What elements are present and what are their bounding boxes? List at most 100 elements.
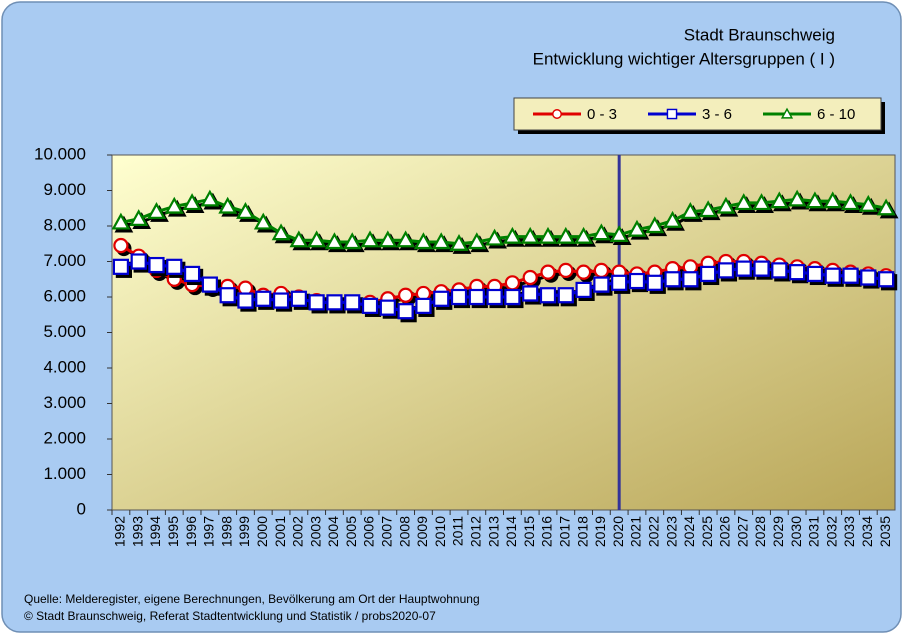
marker <box>113 237 129 254</box>
x-tick-label: 2008 <box>396 516 412 547</box>
marker <box>112 258 129 275</box>
marker <box>592 223 611 241</box>
x-tick-label: 2007 <box>379 516 395 547</box>
marker <box>876 198 896 216</box>
x-tick-label: 2005 <box>343 516 359 547</box>
marker <box>663 210 682 228</box>
marker <box>575 264 592 280</box>
marker <box>433 290 450 307</box>
x-tick-label: 2019 <box>592 516 608 547</box>
marker <box>664 271 681 288</box>
marker <box>558 262 574 278</box>
marker <box>771 262 788 279</box>
marker <box>378 230 398 248</box>
marker <box>769 191 789 209</box>
y-tick-label: 10.000 <box>34 144 86 163</box>
legend-label: 3 - 6 <box>702 106 732 123</box>
y-tick-label: 7.000 <box>43 251 86 270</box>
marker <box>593 262 609 278</box>
marker <box>201 276 218 293</box>
x-tick-label: 2014 <box>503 516 519 547</box>
marker <box>753 260 770 277</box>
x-tick-label: 1995 <box>165 516 181 547</box>
marker <box>735 260 752 277</box>
marker <box>271 223 291 241</box>
marker <box>806 265 824 283</box>
x-tick-label: 1998 <box>218 516 234 547</box>
marker <box>289 230 309 248</box>
marker <box>522 269 538 286</box>
x-tick-label: 1993 <box>129 516 145 547</box>
x-tick-label: 2021 <box>628 516 644 547</box>
marker <box>646 274 663 291</box>
marker <box>290 290 307 307</box>
x-tick-label: 2001 <box>272 516 288 547</box>
marker <box>130 253 147 270</box>
x-tick-label: 2003 <box>307 516 323 547</box>
y-tick-label: 6.000 <box>43 286 86 305</box>
marker <box>574 226 593 244</box>
marker <box>111 212 131 230</box>
x-tick-label: 2031 <box>806 516 822 547</box>
marker <box>255 290 272 307</box>
marker <box>219 287 236 304</box>
x-tick-label: 1996 <box>183 516 199 547</box>
marker <box>666 108 678 120</box>
marker <box>789 264 806 281</box>
series <box>112 253 895 320</box>
x-tick-label: 1994 <box>147 516 163 547</box>
x-tick-label: 2012 <box>468 516 484 547</box>
marker <box>183 265 201 283</box>
marker <box>680 202 700 219</box>
marker <box>147 202 166 219</box>
marker <box>485 228 504 246</box>
x-tick-label: 2023 <box>663 516 679 547</box>
marker <box>503 226 522 244</box>
x-tick-label: 2017 <box>556 516 572 547</box>
marker <box>504 288 521 306</box>
marker <box>575 281 592 298</box>
marker <box>218 196 238 214</box>
marker <box>752 193 771 211</box>
x-tick-label: 2027 <box>734 516 750 547</box>
marker <box>164 196 184 214</box>
x-tick-label: 2028 <box>752 516 768 547</box>
y-tick-label: 2.000 <box>43 428 86 447</box>
x-tick-label: 2030 <box>788 516 804 547</box>
marker <box>344 294 361 311</box>
marker <box>148 256 165 274</box>
x-tick-label: 1992 <box>112 516 128 547</box>
chart-subtitle: Entwicklung wichtiger Altersgruppen ( I … <box>533 49 835 68</box>
marker <box>360 230 380 248</box>
y-tick-label: 5.000 <box>43 322 86 341</box>
marker <box>717 262 735 279</box>
marker <box>841 193 860 211</box>
marker <box>860 269 877 286</box>
marker <box>609 225 629 242</box>
marker <box>129 209 149 226</box>
marker <box>700 265 717 283</box>
marker <box>325 232 344 250</box>
y-tick-label: 8.000 <box>43 215 86 234</box>
marker <box>540 264 556 280</box>
marker <box>431 232 451 250</box>
marker <box>627 219 647 237</box>
marker <box>842 267 859 284</box>
marker <box>780 107 794 119</box>
marker <box>398 287 414 303</box>
x-tick-label: 2035 <box>877 516 893 547</box>
marker <box>397 303 414 320</box>
x-tick-label: 2020 <box>610 516 626 547</box>
x-tick-label: 1999 <box>236 516 252 547</box>
marker <box>272 292 290 309</box>
x-tick-label: 2011 <box>450 516 466 546</box>
x-tick-label: 2015 <box>521 516 537 547</box>
x-tick-label: 2016 <box>539 516 555 547</box>
marker <box>593 276 610 293</box>
marker <box>611 274 628 291</box>
source-note: Quelle: Melderegister, eigene Berechnung… <box>24 592 480 606</box>
marker <box>824 267 841 284</box>
x-tick-label: 1997 <box>201 516 217 547</box>
x-tick-label: 2029 <box>770 516 786 547</box>
